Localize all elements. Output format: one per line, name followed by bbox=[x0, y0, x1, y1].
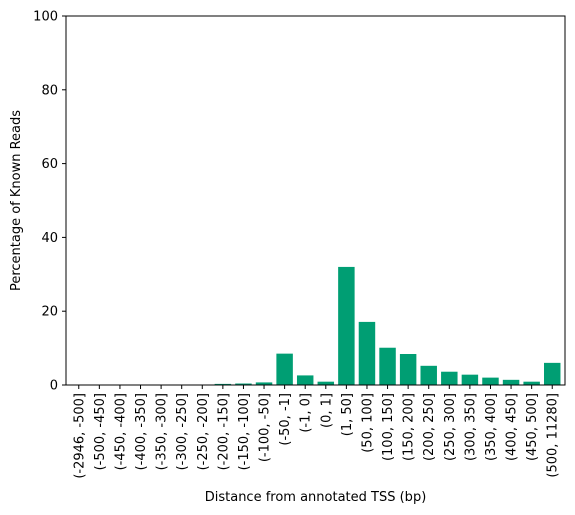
y-tick-label: 100 bbox=[33, 10, 58, 25]
bar bbox=[461, 374, 479, 385]
x-tick-label: (1, 50] bbox=[340, 393, 355, 436]
x-tick-label: (250, 300] bbox=[443, 393, 458, 461]
x-axis: (-2946, -500] (-500, -450] (-450, -400] (-4… bbox=[72, 385, 561, 479]
x-tick-label: (500, 11280] bbox=[546, 393, 561, 478]
bar bbox=[358, 321, 376, 385]
x-tick-label: (350, 400] bbox=[484, 393, 499, 461]
y-tick-label: 20 bbox=[41, 305, 58, 320]
bar bbox=[255, 382, 273, 385]
x-tick-label: (-150, -100] bbox=[237, 393, 252, 470]
y-axis-label: Percentage of Known Reads bbox=[9, 110, 24, 291]
x-tick-label: (-100, -50] bbox=[258, 393, 273, 462]
x-tick-label: (-50, -1] bbox=[278, 393, 293, 446]
y-axis: 0 20 40 60 80 100 bbox=[33, 10, 66, 394]
x-tick-label: (-450, -400] bbox=[113, 393, 128, 470]
x-axis-label: Distance from annotated TSS (bp) bbox=[205, 490, 427, 505]
bars-group bbox=[70, 266, 561, 385]
bar bbox=[338, 266, 355, 385]
bar bbox=[420, 365, 437, 385]
bar bbox=[379, 347, 396, 385]
bar bbox=[502, 379, 520, 385]
bar bbox=[317, 381, 335, 385]
y-tick-label: 60 bbox=[41, 157, 58, 172]
bar bbox=[276, 353, 293, 385]
x-tick-label: (-200, -150] bbox=[216, 393, 231, 470]
x-tick-label: (-1, 0] bbox=[299, 393, 314, 433]
x-tick-label: (300, 350] bbox=[463, 393, 478, 461]
x-tick-label: (0, 1] bbox=[319, 393, 334, 428]
x-tick-label: (150, 200] bbox=[402, 393, 417, 461]
x-tick-label: (-500, -450] bbox=[93, 393, 108, 470]
bar bbox=[296, 375, 314, 385]
x-tick-label: (-300, -250] bbox=[175, 393, 190, 470]
bar bbox=[399, 354, 417, 385]
x-tick-label: (100, 150] bbox=[381, 393, 396, 461]
x-tick-label: (-400, -350] bbox=[134, 393, 149, 470]
y-tick-label: 40 bbox=[41, 231, 58, 246]
plot-frame bbox=[65, 15, 566, 386]
x-tick-label: (50, 100] bbox=[360, 393, 375, 453]
y-tick-label: 80 bbox=[41, 83, 58, 98]
x-tick-label: (450, 500] bbox=[525, 393, 540, 461]
x-tick-label: (-2946, -500] bbox=[72, 393, 87, 479]
x-tick-label: (200, 250] bbox=[422, 393, 437, 461]
bar bbox=[482, 377, 499, 385]
x-tick-label: (-350, -300] bbox=[155, 393, 170, 470]
x-tick-label: (400, 450] bbox=[505, 393, 520, 461]
x-tick-label: (-250, -200] bbox=[196, 393, 211, 470]
bar bbox=[214, 383, 232, 385]
bar bbox=[441, 371, 458, 385]
bar bbox=[523, 381, 540, 385]
bar bbox=[235, 383, 252, 385]
y-tick-label: 0 bbox=[50, 379, 58, 394]
bar bbox=[544, 362, 561, 385]
